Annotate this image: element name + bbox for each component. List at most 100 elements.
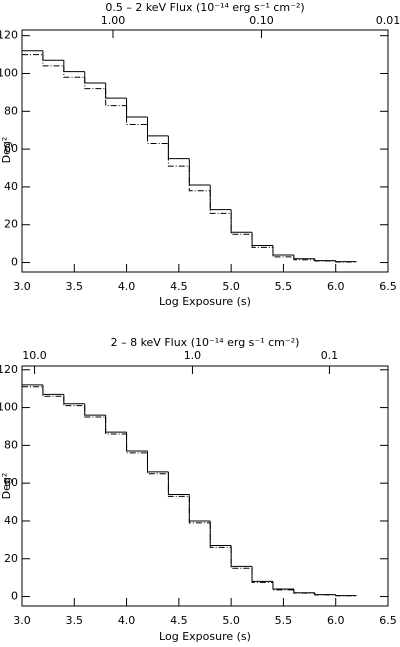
- y-tick-label: 80: [4, 104, 18, 117]
- y-axis-label: Deg²: [0, 473, 13, 500]
- step-segment: [63, 394, 85, 405]
- step-segment: [251, 566, 273, 582]
- x-tick-label: 5.0: [222, 280, 240, 293]
- step-segment: [335, 260, 357, 263]
- x-tick-label: 6.0: [327, 280, 345, 293]
- step-segment: [188, 158, 211, 186]
- step-segment: [293, 256, 315, 261]
- step-segment: [105, 88, 127, 107]
- x-tick-label: 5.5: [275, 614, 293, 627]
- y-tick-label: 100: [0, 401, 18, 414]
- step-segment: [42, 384, 64, 395]
- y-tick-label: 120: [0, 29, 18, 42]
- step-segment: [167, 471, 190, 496]
- step-segment: [188, 494, 211, 522]
- step-segment: [251, 568, 273, 583]
- step-segment: [84, 405, 106, 418]
- step-segment: [230, 213, 253, 235]
- x-axis-label: Log Exposure (s): [159, 630, 251, 643]
- x2-tick-label: 1.00: [101, 14, 126, 27]
- step-segment: [84, 71, 106, 84]
- step-segment: [146, 116, 169, 137]
- step-segment: [167, 135, 190, 160]
- y-tick-label: 40: [4, 180, 18, 193]
- step-segment: [167, 143, 190, 167]
- top-axis-title: 2 – 8 keV Flux (10⁻¹⁴ erg s⁻¹ cm⁻²): [111, 336, 300, 349]
- x-tick-label: 6.5: [379, 614, 397, 627]
- step-segment: [105, 415, 127, 433]
- step-segment: [42, 54, 64, 67]
- step-segment: [63, 396, 85, 407]
- step-segment: [272, 581, 294, 590]
- step-segment: [335, 594, 357, 597]
- step-segment: [84, 77, 106, 90]
- x2-tick-label: 0.01: [376, 14, 400, 27]
- y-tick-label: 100: [0, 66, 18, 79]
- step-segment: [126, 434, 148, 454]
- step-segment: [335, 261, 357, 263]
- step-segment: [209, 522, 232, 548]
- step-segment: [314, 593, 336, 596]
- step-segment: [293, 589, 315, 594]
- x-tick-label: 4.5: [170, 614, 188, 627]
- x-tick-label: 3.0: [13, 614, 31, 627]
- x-tick-label: 4.0: [118, 614, 136, 627]
- x-tick-label: 3.5: [66, 280, 84, 293]
- step-segment: [188, 166, 211, 192]
- step-segment: [146, 451, 169, 473]
- x-tick-label: 3.5: [66, 614, 84, 627]
- y-tick-label: 80: [4, 438, 18, 451]
- step-segment: [230, 209, 253, 233]
- x2-tick-label: 0.1: [321, 349, 339, 362]
- x-tick-label: 6.5: [379, 280, 397, 293]
- plot-frame: [21, 365, 389, 607]
- step-segment: [188, 496, 211, 524]
- step-segment: [126, 432, 148, 452]
- y-tick-label: 20: [4, 552, 18, 565]
- step-segment: [42, 50, 64, 61]
- step-segment: [63, 60, 85, 73]
- x-axis-label: Log Exposure (s): [159, 295, 251, 308]
- x2-tick-label: 0.10: [249, 14, 274, 27]
- y-tick-label: 20: [4, 218, 18, 231]
- step-segment: [251, 232, 273, 247]
- step-segment: [146, 124, 169, 144]
- x-tick-label: 4.5: [170, 280, 188, 293]
- step-segment: [42, 386, 64, 397]
- step-segment: [167, 473, 190, 497]
- y-tick-label: 60: [4, 476, 18, 489]
- step-segment: [293, 588, 315, 594]
- x-tick-label: 5.0: [222, 614, 240, 627]
- step-segment: [272, 582, 294, 591]
- step-segment: [209, 520, 232, 547]
- step-segment: [272, 247, 294, 258]
- top-axis-title: 0.5 – 2 keV Flux (10⁻¹⁴ erg s⁻¹ cm⁻²): [105, 1, 304, 14]
- step-segment: [293, 254, 315, 260]
- y-tick-label: 0: [11, 256, 18, 269]
- y-tick-label: 0: [11, 590, 18, 603]
- x-tick-label: 3.0: [13, 280, 31, 293]
- plot-frame: [21, 29, 389, 273]
- x-tick-label: 6.0: [327, 614, 345, 627]
- step-segment: [84, 403, 106, 416]
- y-axis-label: Deg²: [0, 137, 13, 164]
- step-segment: [126, 98, 148, 118]
- step-segment: [230, 545, 253, 567]
- y-tick-label: 120: [0, 363, 18, 376]
- step-segment: [209, 185, 232, 211]
- y-tick-label: 60: [4, 142, 18, 155]
- step-segment: [146, 452, 169, 475]
- step-segment: [251, 234, 273, 248]
- x-tick-label: 5.5: [275, 280, 293, 293]
- x-tick-label: 4.0: [118, 280, 136, 293]
- step-segment: [314, 258, 336, 262]
- step-segment: [126, 105, 148, 126]
- step-segment: [63, 65, 85, 78]
- step-segment: [314, 259, 336, 262]
- y-tick-label: 40: [4, 514, 18, 527]
- step-segment: [105, 417, 127, 435]
- x2-tick-label: 10.0: [22, 349, 47, 362]
- x2-tick-label: 1.0: [184, 349, 202, 362]
- step-segment: [105, 82, 127, 99]
